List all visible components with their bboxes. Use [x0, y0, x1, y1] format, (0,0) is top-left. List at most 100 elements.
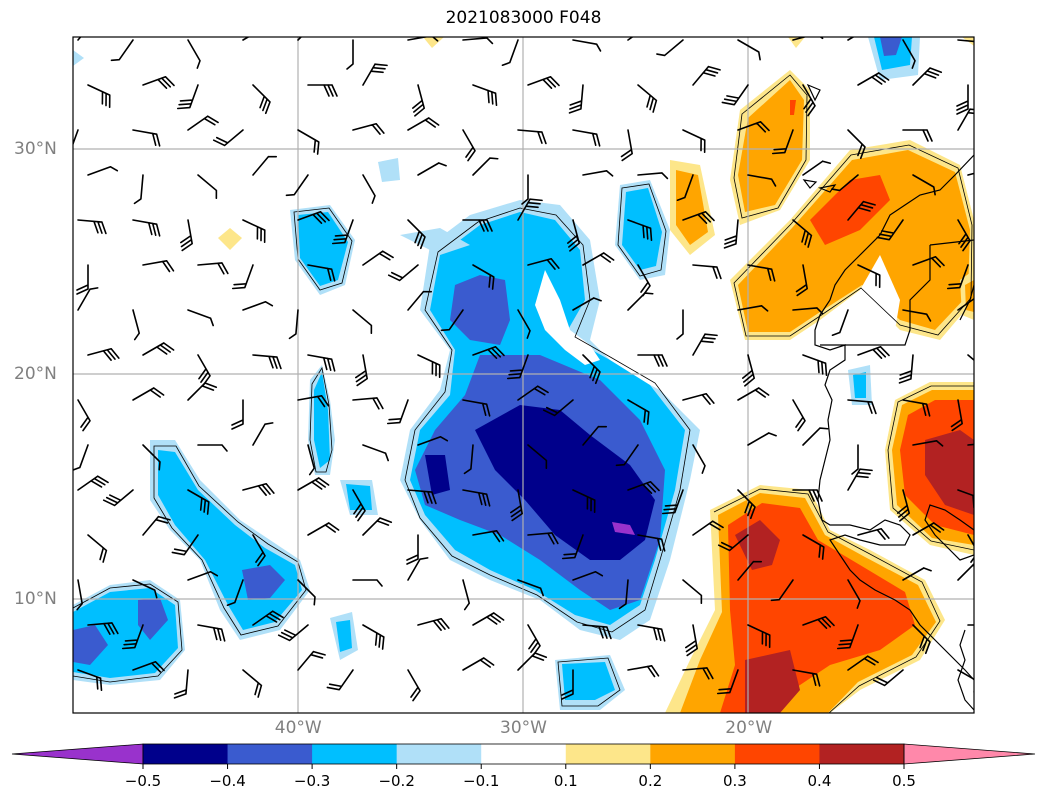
- wind-barb: [957, 669, 974, 695]
- wind-barb: [902, 399, 931, 417]
- wind-barb: [957, 108, 974, 131]
- wind-barb: [231, 264, 254, 290]
- wind-barb: [346, 39, 354, 70]
- wind-barb: [747, 174, 777, 187]
- wind-barb: [277, 624, 309, 642]
- wind-barb: [307, 444, 316, 476]
- wind-barb: [440, 309, 464, 332]
- wind-barb: [517, 385, 549, 401]
- wind-barb: [542, 399, 574, 417]
- wind-barb: [407, 669, 421, 702]
- wind-barb: [517, 198, 543, 221]
- wind-barb: [472, 612, 505, 626]
- wind-barb: [957, 39, 974, 50]
- lat-label: 10°N: [14, 589, 57, 610]
- contour-pos-0.3-ne: [810, 175, 890, 245]
- lon-label: 30°W: [500, 718, 547, 738]
- wind-barb: [802, 84, 816, 117]
- contour-fields: [73, 37, 974, 713]
- wind-barb: [187, 382, 218, 401]
- wind-barb: [77, 287, 99, 311]
- wind-barb: [627, 399, 650, 425]
- wind-barb: [288, 309, 299, 340]
- colorbar-segment: [143, 744, 229, 764]
- colorbar-extend-low: [11, 743, 144, 765]
- wind-barb: [87, 534, 108, 563]
- wind-barb: [297, 210, 330, 224]
- wind-barb: [352, 489, 366, 522]
- wind-barb: [692, 333, 718, 356]
- wind-barb: [967, 167, 974, 176]
- wind-barb: [847, 200, 876, 221]
- wind-barb: [242, 219, 266, 244]
- colorbar-segment: [819, 744, 905, 764]
- wind-barb: [87, 84, 111, 109]
- wind-barb: [902, 567, 932, 581]
- wind-barb: [912, 67, 943, 86]
- wind-barb: [132, 579, 158, 599]
- wind-barb: [407, 117, 440, 131]
- wind-barb: [792, 219, 813, 248]
- wind-barb: [795, 264, 808, 297]
- coastline: [802, 83, 974, 711]
- wind-barb: [462, 657, 495, 671]
- wind-barb: [902, 39, 916, 69]
- wind-barb: [352, 122, 385, 135]
- wind-barb: [142, 342, 175, 356]
- contour-pos-0.4-se: [735, 520, 800, 713]
- wind-barb: [847, 655, 879, 671]
- wind-barb: [362, 63, 388, 86]
- wind-barb: [527, 624, 541, 657]
- wind-barb: [463, 444, 474, 475]
- wind-barb: [173, 669, 189, 699]
- wind-barb: [242, 482, 275, 496]
- wind-barb: [692, 65, 721, 86]
- wind-barb: [187, 309, 214, 327]
- wind-barb: [620, 129, 633, 162]
- wind-barb: [792, 399, 806, 432]
- colorbar-segment: [396, 744, 482, 764]
- wind-barb: [771, 129, 794, 155]
- contour-neg-small-c-inner: [336, 620, 352, 652]
- wind-barb: [387, 264, 419, 282]
- contour-pos-small-c: [423, 37, 444, 48]
- wind-barb: [407, 290, 433, 311]
- wind-barb: [252, 534, 266, 567]
- wind-barb: [187, 570, 219, 581]
- wind-barb: [572, 570, 604, 581]
- wind-barb: [802, 534, 825, 560]
- wind-barb: [967, 534, 974, 567]
- wind-barb: [957, 295, 974, 311]
- wind-barb: [957, 219, 971, 252]
- wind-barb: [568, 84, 584, 114]
- colorbar-segment: [650, 744, 736, 764]
- wind-barb: [76, 579, 83, 611]
- wind-barb: [355, 354, 368, 387]
- wind-barb: [297, 579, 316, 606]
- contour-neg-small-j: [73, 50, 84, 66]
- wind-barb: [76, 264, 89, 295]
- wind-barb: [77, 399, 91, 432]
- colorbar-segment: [734, 744, 820, 764]
- wind-barb: [527, 75, 560, 89]
- wind-barb: [692, 520, 724, 536]
- wind-barb: [386, 399, 409, 425]
- wind-barb: [912, 624, 931, 655]
- colorbar-extend-high: [903, 743, 1036, 765]
- wind-barb: [307, 84, 338, 97]
- wind-barb: [352, 309, 373, 335]
- wind-barb: [197, 174, 218, 200]
- wind-barb: [661, 489, 684, 515]
- colorbar-tick-label: −0.1: [463, 772, 500, 790]
- wind-barb: [521, 174, 529, 205]
- wind-barb: [572, 489, 596, 514]
- wind-barb: [572, 39, 602, 52]
- wind-barb: [212, 129, 244, 147]
- wind-barb: [352, 397, 384, 410]
- wind-barb: [285, 174, 309, 197]
- wind-barb: [417, 354, 441, 379]
- wind-barb: [331, 219, 354, 245]
- wind-barb: [252, 155, 278, 176]
- wind-barb: [132, 309, 141, 341]
- wind-barb: [682, 579, 703, 605]
